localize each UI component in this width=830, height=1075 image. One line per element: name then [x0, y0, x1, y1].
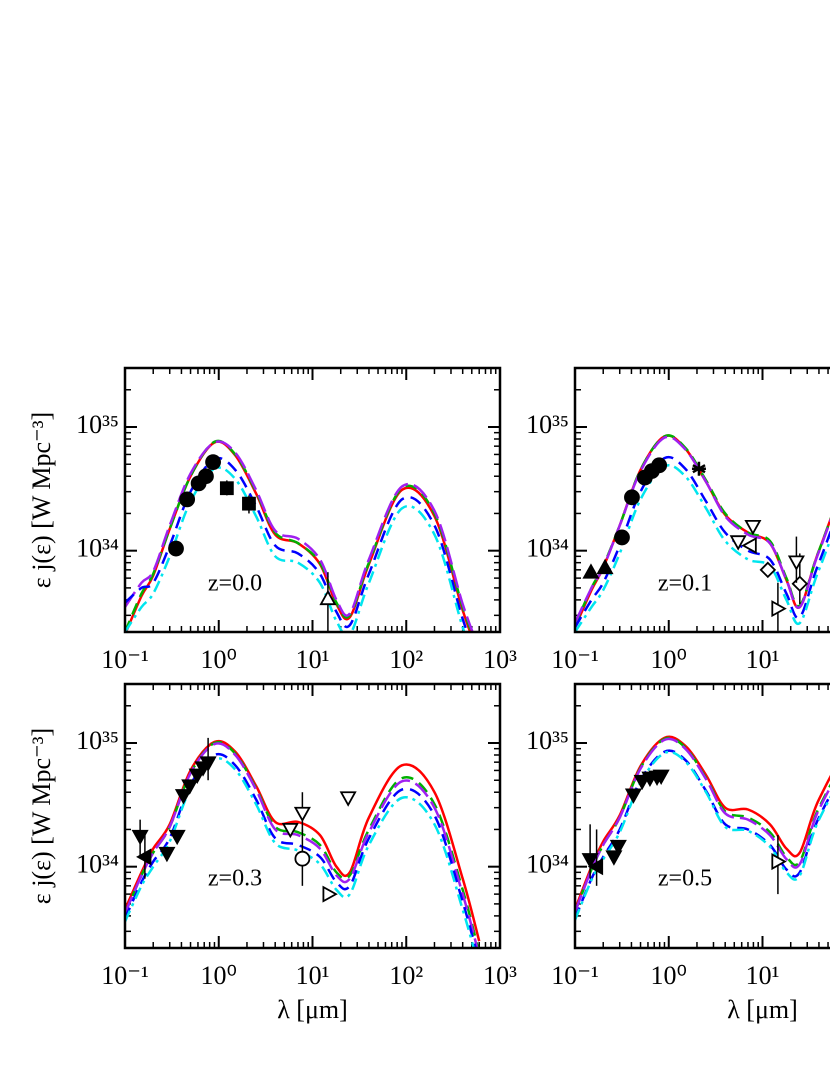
data-point: [744, 519, 762, 536]
data-point: [582, 563, 600, 579]
data-point: [771, 600, 787, 618]
data-point: [587, 858, 604, 876]
curve: [575, 750, 830, 921]
y-tick-label: 10³⁴: [76, 850, 119, 879]
y-tick-label: 10³⁵: [76, 726, 119, 755]
y-tick-label: 10³⁴: [526, 534, 569, 563]
data-point: [168, 540, 184, 557]
data-point: [729, 535, 747, 551]
data-point: [652, 769, 670, 785]
data-point: [205, 454, 221, 471]
data-point: [791, 575, 809, 593]
curve: [575, 736, 830, 913]
data-point: [136, 848, 152, 866]
plot-area: [125, 439, 474, 632]
data-point: [759, 561, 777, 579]
data-point: [219, 481, 234, 496]
curve: [125, 757, 475, 948]
data-point: [294, 850, 311, 867]
plot-area: [575, 434, 830, 632]
plot-area: [575, 735, 830, 921]
data-point: [691, 461, 706, 476]
panel: 10⁻¹ 10⁰ 10¹ 10² 10³ 10³⁴ 10³⁵ z=0.3 ε j(ε) [W M…: [27, 682, 517, 1024]
data-point: [168, 829, 186, 846]
annotation: z=0.5: [658, 866, 712, 892]
y-tick-label: 10³⁵: [76, 410, 119, 439]
axes-frame: [123, 682, 502, 950]
data-point: [596, 558, 614, 575]
y-axis-label: ε j(ε) [W Mpc⁻³]: [27, 412, 56, 588]
x-tick-label: 10³: [483, 961, 517, 990]
data-point: [199, 756, 217, 772]
data-point: [339, 791, 357, 807]
axes-frame: [573, 366, 830, 634]
annotation: z=0.3: [208, 866, 262, 892]
y-axis-label: ε j(ε) [W Mpc⁻³]: [27, 728, 56, 904]
curve: [125, 439, 473, 632]
x-tick-label: 10²: [389, 961, 423, 990]
curve: [575, 455, 830, 628]
curve: [125, 440, 474, 632]
x-tick-label: 10¹: [746, 645, 780, 674]
y-tick-label: 10³⁵: [526, 726, 569, 755]
data-point: [624, 788, 642, 804]
x-tick-label: 10⁻¹: [551, 961, 599, 990]
x-tick-label: 10³: [483, 645, 517, 674]
curve: [125, 752, 477, 948]
data-point: [188, 768, 206, 784]
curve: [125, 466, 466, 632]
annotation: z=0.0: [208, 571, 262, 597]
data-point: [242, 496, 256, 511]
data-point: [651, 457, 668, 474]
axes-frame: [123, 366, 502, 634]
x-axis-label: λ [μm]: [727, 995, 798, 1024]
data-point: [174, 789, 192, 805]
data-point: [179, 491, 196, 508]
panel: 10⁻¹ 10⁰ 10¹ 10² 10³ 10³⁴ 10³⁵ z=0.0 ε j(ε) [W M…: [27, 366, 517, 674]
data-point: [609, 839, 627, 856]
y-tick-label: 10³⁴: [526, 850, 569, 879]
data-point: [319, 589, 337, 606]
data-point: [293, 806, 311, 823]
x-tick-label: 10⁻¹: [551, 645, 599, 674]
data-point: [198, 468, 214, 485]
data-point: [741, 537, 757, 555]
curve: [575, 735, 830, 911]
data-point: [158, 846, 176, 863]
x-tick-label: 10⁻¹: [101, 961, 149, 990]
data-point: [624, 489, 640, 506]
x-axis-label: λ [μm]: [277, 995, 348, 1024]
x-tick-label: 10²: [389, 645, 423, 674]
curve: [575, 737, 830, 913]
x-tick-label: 10¹: [296, 961, 330, 990]
x-tick-label: 10⁻¹: [101, 645, 149, 674]
data-point: [787, 555, 805, 571]
x-tick-label: 10¹: [296, 645, 330, 674]
y-tick-label: 10³⁴: [76, 534, 119, 563]
curve: [575, 435, 830, 624]
data-point: [771, 853, 787, 871]
data-point: [581, 853, 599, 869]
x-tick-label: 10⁰: [651, 961, 687, 990]
data-point: [281, 822, 299, 839]
data-point: [605, 850, 623, 866]
x-tick-label: 10⁰: [651, 645, 687, 674]
y-tick-label: 10³⁵: [526, 410, 569, 439]
data-point: [322, 885, 338, 903]
data-point: [181, 779, 199, 795]
curve: [575, 749, 830, 920]
curve: [125, 456, 469, 632]
data-point: [614, 529, 630, 546]
data-point: [131, 829, 149, 846]
annotation: z=0.1: [658, 571, 712, 597]
x-tick-label: 10⁰: [201, 961, 237, 990]
x-tick-label: 10⁰: [201, 645, 237, 674]
x-tick-label: 10¹: [746, 961, 780, 990]
axes-frame: [573, 682, 830, 950]
